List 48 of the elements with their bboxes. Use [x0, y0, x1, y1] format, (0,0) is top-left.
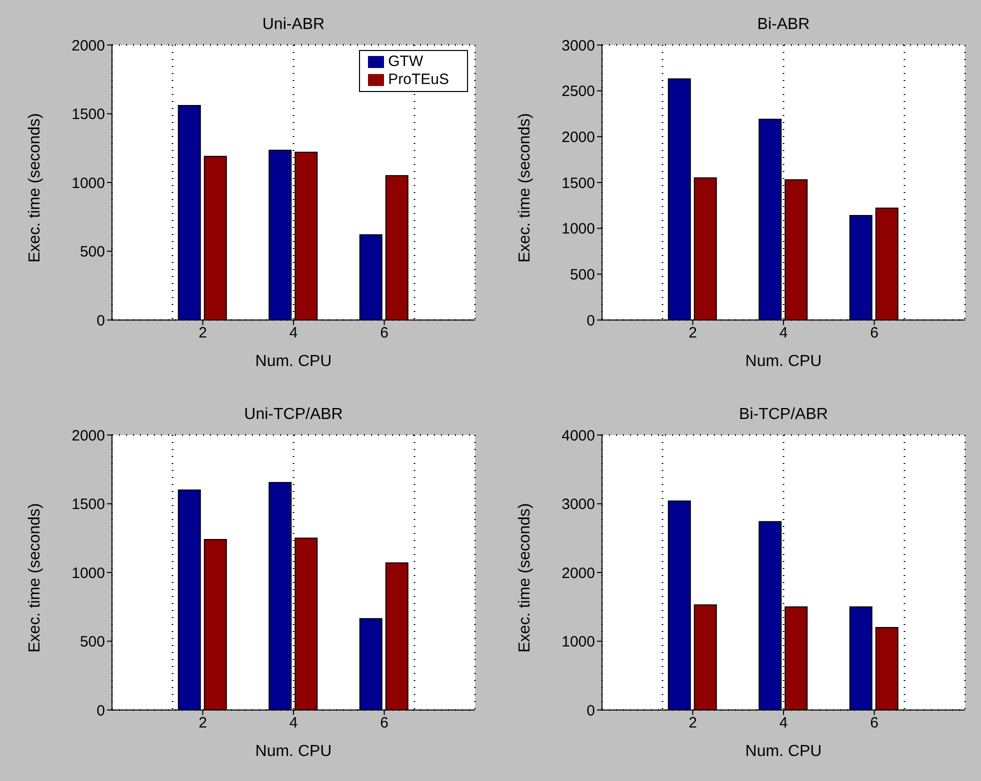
y-tick-label: 2000	[72, 427, 105, 444]
chart-title: Bi-TCP/ABR	[738, 406, 829, 424]
y-tick-label: 1000	[72, 174, 105, 192]
x-tick-label: 6	[380, 714, 388, 732]
y-tick-label: 1000	[562, 634, 595, 651]
x-axis-title: Num. CPU	[255, 353, 332, 370]
y-tick-label: 2000	[72, 37, 105, 54]
y-tick-label: 500	[80, 634, 105, 651]
x-tick-label: 6	[870, 714, 878, 732]
y-axis-title: Exec. time (seconds)	[26, 113, 44, 262]
y-tick-label: 2000	[562, 564, 595, 582]
y-axis-title: Exec. time (seconds)	[26, 503, 44, 652]
x-tick-label: 6	[870, 324, 878, 342]
y-tick-label: 0	[586, 312, 595, 330]
y-tick-label: 0	[586, 702, 595, 720]
x-tick-label: 6	[380, 324, 388, 342]
x-tick-label: 4	[779, 324, 788, 342]
x-tick-label: 2	[688, 324, 697, 342]
x-axis-title: Num. CPU	[745, 353, 822, 370]
x-tick-label: 2	[688, 714, 697, 732]
x-axis-title: Num. CPU	[745, 743, 822, 760]
x-tick-label: 4	[289, 714, 298, 732]
y-tick-label: 0	[96, 312, 105, 330]
x-tick-label: 2	[198, 714, 207, 732]
y-tick-label: 1500	[562, 174, 595, 192]
legend-label: ProTEuS	[388, 71, 449, 88]
y-tick-label: 2500	[562, 83, 595, 100]
y-tick-label: 3000	[562, 496, 595, 514]
x-tick-label: 4	[779, 714, 788, 732]
y-tick-label: 500	[570, 266, 595, 284]
chart-title: Uni-ABR	[261, 16, 326, 34]
x-axis-title: Num. CPU	[255, 743, 332, 760]
y-tick-label: 1500	[72, 106, 105, 124]
y-tick-label: 2000	[562, 128, 595, 146]
y-axis-title: Exec. time (seconds)	[516, 503, 534, 652]
chart-title: Bi-ABR	[756, 16, 811, 34]
legend-label: GTW	[388, 53, 424, 70]
y-tick-label: 0	[96, 702, 105, 720]
x-tick-label: 2	[198, 324, 207, 342]
x-tick-label: 4	[289, 324, 298, 342]
chart-title: Uni-TCP/ABR	[243, 406, 344, 424]
y-tick-label: 1000	[72, 564, 105, 582]
y-axis-title: Exec. time (seconds)	[516, 113, 534, 262]
y-tick-label: 1000	[562, 220, 595, 238]
y-tick-label: 500	[80, 244, 105, 261]
y-tick-label: 1500	[72, 496, 105, 514]
y-tick-label: 4000	[562, 427, 595, 444]
y-tick-label: 3000	[562, 37, 595, 54]
